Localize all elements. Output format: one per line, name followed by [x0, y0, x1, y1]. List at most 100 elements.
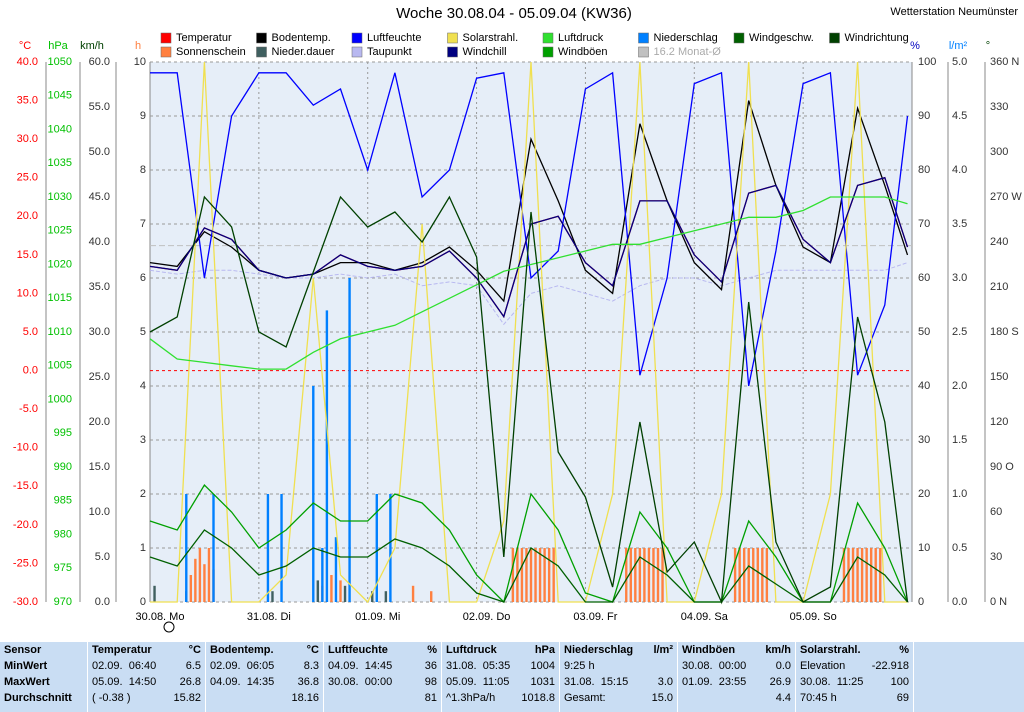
- y-tick-label: 10: [134, 56, 146, 68]
- legend-label: Nieder.dauer: [272, 46, 335, 58]
- y-tick-label: 1030: [48, 191, 72, 203]
- cell-left: 05.09. 14:50: [92, 676, 157, 688]
- y-tick-label: 330: [990, 101, 1008, 113]
- table-row: Elevation -22.918: [800, 658, 909, 674]
- bar: [198, 548, 202, 602]
- chart-title: Woche 30.08.04 - 05.09.04 (KW36): [396, 5, 632, 22]
- cell-left: 9:25 h: [564, 660, 595, 672]
- legend-label: Temperatur: [176, 32, 232, 44]
- cell-right: 4.4: [775, 692, 791, 704]
- cell-right: 0.0: [775, 660, 791, 672]
- table-row: 02.09. 06:05 8.3: [210, 658, 319, 674]
- axis-unit: l/m²: [949, 40, 968, 52]
- bar: [661, 548, 664, 602]
- cell-right: 36: [424, 660, 437, 672]
- y-tick-label: 8: [140, 164, 146, 176]
- y-tick-label: 240: [990, 236, 1008, 248]
- cell-right: 26.8: [179, 676, 201, 688]
- cell-left: 02.09. 06:40: [92, 660, 157, 672]
- y-tick-label: 0.0: [952, 596, 967, 608]
- cell-left: 05.09. 11:05: [446, 676, 510, 688]
- table-row: 01.09. 23:55 26.9: [682, 674, 791, 690]
- table-row: ^1.3hPa/h 1018.8: [446, 690, 555, 706]
- header-cell: Sensor: [4, 642, 83, 658]
- cell-left: 01.09. 23:55: [682, 676, 747, 688]
- x-tick-label: 05.09. So: [790, 611, 837, 623]
- bar: [411, 585, 415, 602]
- y-tick-label: 30: [918, 434, 930, 446]
- y-tick-label: 15.0: [17, 249, 38, 261]
- axis-unit: h: [135, 40, 141, 52]
- table-row: ( -0.38 ) 15.82: [92, 690, 201, 706]
- cell-left: Elevation: [800, 660, 846, 672]
- bar: [747, 548, 750, 602]
- y-tick-label: 20: [918, 488, 930, 500]
- y-tick-label: 40.0: [89, 236, 110, 248]
- bar: [271, 591, 274, 602]
- y-tick-label: 50.0: [89, 146, 110, 158]
- bar: [738, 548, 741, 602]
- bar: [865, 548, 868, 602]
- y-tick-label: 2.5: [952, 326, 967, 338]
- cell-right: 15.82: [173, 692, 201, 704]
- series-line: [149, 262, 908, 326]
- y-tick-label: 120: [990, 416, 1008, 428]
- y-tick-label: 270 W: [990, 191, 1022, 203]
- y-tick-label: 1.5: [952, 434, 967, 446]
- bar: [194, 558, 197, 602]
- axis-unit: °C: [19, 40, 31, 52]
- bar: [330, 575, 333, 602]
- header-cell: Solarstrahl.%: [800, 642, 909, 658]
- y-tick-label: 10.0: [89, 506, 110, 518]
- y-tick-label: -10.0: [13, 442, 38, 454]
- legend-label: Windgeschw.: [749, 32, 814, 44]
- y-tick-label: 985: [54, 495, 72, 507]
- column-title: Bodentemp.: [210, 644, 274, 656]
- table-row: Gesamt: 15.0: [564, 690, 673, 706]
- y-tick-label: 40: [918, 380, 930, 392]
- cell-left: 02.09. 06:05: [210, 660, 275, 672]
- row-label-cell: MinWert: [4, 658, 83, 674]
- bar: [869, 548, 873, 602]
- bar: [860, 548, 864, 602]
- cell-right: 8.3: [303, 660, 319, 672]
- y-tick-label: 50: [918, 326, 930, 338]
- cell-right: 1004: [530, 660, 555, 672]
- y-tick-label: 5.0: [95, 551, 110, 563]
- cell-left: Gesamt:: [564, 692, 606, 704]
- y-tick-label: 1050: [48, 56, 72, 68]
- bar: [384, 591, 388, 602]
- y-tick-label: 60: [990, 506, 1002, 518]
- bar: [153, 585, 156, 602]
- legend-swatch: [256, 46, 267, 58]
- series-line: [149, 195, 909, 605]
- y-tick-label: 35.0: [17, 94, 38, 106]
- bar: [325, 310, 329, 602]
- bar: [879, 548, 882, 602]
- y-tick-label: -25.0: [13, 557, 38, 569]
- bar: [647, 548, 651, 602]
- table-row: 30.08. 11:25 100: [800, 674, 909, 690]
- row-label-cell: Durchschnitt: [4, 690, 83, 706]
- cell-left: ^1.3hPa/h: [446, 692, 496, 704]
- bar: [538, 548, 542, 602]
- table-row: 05.09. 14:50 26.8: [92, 674, 201, 690]
- y-tick-label: 60: [918, 272, 930, 284]
- legend-swatch: [160, 46, 172, 58]
- y-tick-label: 30.0: [17, 133, 38, 145]
- column-unit: hPa: [534, 644, 555, 656]
- y-tick-label: 1025: [48, 225, 72, 237]
- y-tick-label: 360 N: [990, 56, 1019, 68]
- cell-left: 70:45 h: [800, 692, 837, 704]
- y-tick-label: 0: [918, 596, 924, 608]
- column-unit: l/m²: [653, 644, 673, 656]
- column-title: Windböen: [682, 644, 736, 656]
- table-row: 30.08. 00:00 0.0: [682, 658, 791, 674]
- y-tick-label: 20.0: [89, 416, 110, 428]
- legend-label: Bodentemp.: [272, 32, 331, 44]
- legend-swatch: [542, 46, 554, 58]
- legend-swatch: [638, 32, 649, 44]
- y-tick-label: -20.0: [13, 519, 38, 531]
- y-tick-label: 150: [990, 371, 1008, 383]
